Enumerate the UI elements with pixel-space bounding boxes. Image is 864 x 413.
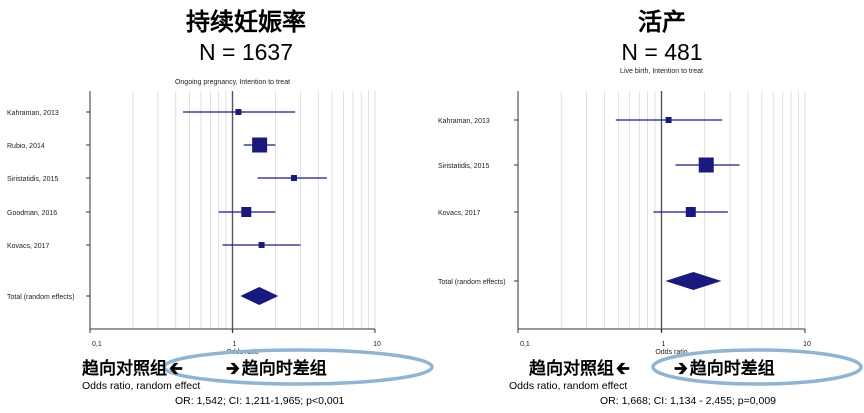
x-tick-label: 10 <box>803 341 811 348</box>
panel-2-title: 活产 <box>638 8 686 36</box>
x-tick-label: 10 <box>373 341 381 348</box>
highlight-ellipse-right <box>651 348 863 386</box>
panel-1-favours-control: 趋向对照组 🡰 <box>82 358 183 379</box>
panel-1-sample-size: N = 1637 <box>199 39 293 65</box>
panel-1-favours-treatment: 🡲 趋向时差组 <box>226 358 327 379</box>
point-estimate-marker <box>241 207 252 217</box>
x-tick-label: 1 <box>662 341 666 348</box>
panel-2-favours-control: 趋向对照组 🡰 <box>529 358 630 379</box>
point-estimate-marker <box>290 175 297 181</box>
plot-title: Live birth, Intention to treat <box>620 68 703 75</box>
point-estimate-marker <box>235 109 242 115</box>
panel-1-footer-method: Odds ratio, random effect <box>82 380 200 392</box>
right-arrow-icon: 🡲 <box>674 359 688 379</box>
forest-plot-ongoing-pregnancy: Ongoing pregnancy, Intention to treat 0,1… <box>7 79 381 356</box>
right-arrow-icon: 🡲 <box>226 359 240 379</box>
point-estimate-marker <box>698 157 714 173</box>
point-estimate-marker <box>685 207 696 217</box>
study-label: Rubio, 2014 <box>7 143 45 150</box>
study-label: Siristatidis, 2015 <box>438 163 489 170</box>
left-arrow-icon: 🡰 <box>616 359 630 379</box>
panel-2-footer-stats: OR: 1,668; CI: 1,134 - 2,455; p=0,009 <box>600 395 776 407</box>
total-label: Total (random effects) <box>438 279 506 286</box>
x-axis-label: Odds ratio <box>655 349 687 356</box>
x-tick-label: 0,1 <box>520 341 530 348</box>
x-tick-label: 1 <box>233 341 237 348</box>
panel-2-sample-size: N = 481 <box>621 39 702 65</box>
panel-2-favours-treatment: 🡲 趋向时差组 <box>674 358 775 379</box>
pooled-effect-diamond <box>665 272 722 290</box>
pooled-effect-diamond <box>240 287 279 305</box>
point-estimate-marker <box>665 117 672 123</box>
study-label: Goodman, 2016 <box>7 210 57 217</box>
study-label: Kovacs, 2017 <box>438 210 481 217</box>
highlight-ellipse-left <box>162 348 434 386</box>
left-arrow-icon: 🡰 <box>169 359 183 379</box>
point-estimate-marker <box>252 137 268 153</box>
study-label: Kovacs, 2017 <box>7 243 50 250</box>
study-label: Siristatidis, 2015 <box>7 176 58 183</box>
point-estimate-marker <box>258 242 265 248</box>
study-label: Kahraman, 2013 <box>7 110 59 117</box>
study-label: Kahraman, 2013 <box>438 118 490 125</box>
panel-1-footer-stats: OR: 1,542; CI: 1,211-1,965; p<0,001 <box>175 395 345 407</box>
x-tick-label: 0,1 <box>92 341 102 348</box>
panel-1-title: 持续妊娠率 <box>186 8 306 36</box>
panel-2-footer-method: Odds ratio, random effect <box>509 380 627 392</box>
forest-plot-live-birth: Live birth, Intention to treat 0,1 1 10 Odds… <box>438 68 811 356</box>
plot-title: Ongoing pregnancy, Intention to treat <box>175 79 290 86</box>
total-label: Total (random effects) <box>7 294 75 301</box>
